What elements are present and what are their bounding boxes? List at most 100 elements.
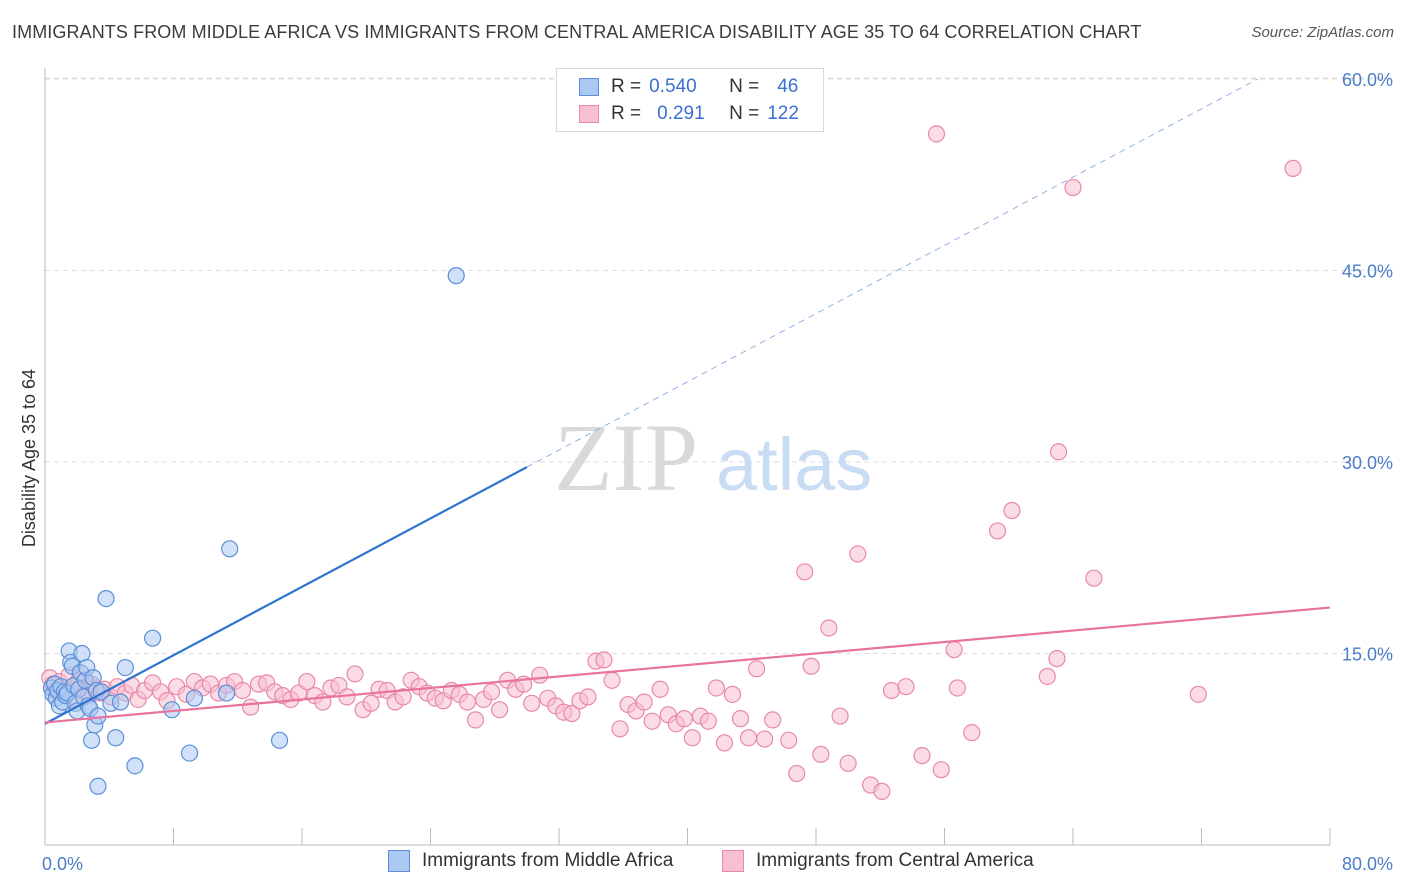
data-point — [126, 757, 144, 775]
data-point — [579, 688, 597, 706]
data-point — [913, 747, 931, 765]
y-tick-label: 15.0% — [1342, 645, 1393, 665]
data-point — [490, 701, 509, 719]
data-point — [802, 657, 820, 675]
data-point — [1085, 569, 1103, 587]
data-point — [346, 665, 364, 683]
y-axis-label: Disability Age 35 to 64 — [19, 369, 39, 547]
data-point — [362, 694, 380, 712]
data-point — [1048, 650, 1066, 668]
series-middle-africa — [42, 267, 465, 795]
data-point — [82, 731, 101, 749]
data-point — [107, 729, 125, 747]
data-point — [242, 698, 260, 716]
pink-swatch — [579, 105, 599, 123]
data-point — [699, 712, 717, 730]
data-point — [723, 685, 742, 703]
data-point — [270, 731, 289, 749]
data-point — [116, 658, 134, 677]
data-point — [963, 724, 981, 742]
legend-row-blue: R = 0.540 N = 46 — [579, 74, 798, 100]
data-point — [185, 689, 203, 707]
pink-swatch — [722, 850, 744, 872]
data-point — [764, 711, 782, 729]
data-point — [89, 777, 107, 795]
data-point — [563, 704, 581, 723]
chart-title: IMMIGRANTS FROM MIDDLE AFRICA VS IMMIGRA… — [12, 22, 1142, 42]
watermark: ZIP atlas — [554, 404, 872, 511]
data-point — [217, 684, 236, 702]
data-point — [849, 545, 867, 563]
data-point — [458, 693, 477, 711]
data-point — [739, 729, 758, 747]
data-point — [603, 671, 621, 689]
data-point — [873, 782, 891, 800]
correlation-legend: R = 0.540 N = 46 R = 0.291 N = 122 — [556, 68, 824, 132]
data-point — [651, 680, 669, 698]
data-point — [595, 651, 613, 669]
data-point — [611, 720, 629, 738]
data-point — [831, 707, 849, 725]
data-point — [707, 679, 726, 697]
data-point — [447, 267, 465, 285]
data-point — [731, 710, 750, 728]
y-tick-label: 60.0% — [1342, 70, 1393, 90]
legend-row-pink: R = 0.291 N = 122 — [579, 101, 799, 127]
data-point — [948, 679, 966, 697]
legend-n-label: N = — [729, 76, 760, 97]
data-point — [1049, 443, 1068, 461]
blue-swatch — [388, 850, 410, 872]
data-point — [221, 540, 239, 558]
data-point — [531, 666, 549, 684]
data-point — [796, 563, 814, 581]
data-point — [643, 712, 661, 730]
data-point — [897, 678, 915, 696]
legend-n-label: N = — [729, 103, 760, 124]
trend-line-pink — [44, 606, 1331, 724]
data-point — [97, 590, 115, 608]
data-point — [89, 707, 107, 725]
bottom-legend-blue-label: Immigrants from Middle Africa — [422, 850, 674, 871]
legend-r-value-blue: 0.540 — [649, 76, 697, 97]
watermark-zip: ZIP — [554, 404, 698, 511]
data-point — [1064, 178, 1082, 197]
x-tick-label: 0.0% — [42, 854, 83, 874]
legend-r-label: R = — [611, 76, 642, 97]
data-point — [780, 731, 798, 749]
data-point — [715, 734, 734, 752]
trend-line-blue-extension — [526, 78, 1258, 468]
data-point — [788, 764, 806, 783]
data-point — [466, 711, 485, 729]
data-point — [927, 125, 946, 143]
data-point — [233, 681, 252, 700]
gridlines — [45, 77, 1395, 654]
data-point — [932, 761, 950, 779]
trend-line-blue — [44, 466, 528, 725]
axes — [44, 68, 1331, 846]
bottom-legend-pink: Immigrants from Central America — [722, 850, 1034, 872]
data-point — [755, 730, 774, 748]
data-point — [882, 681, 901, 700]
trend-lines — [44, 78, 1331, 725]
data-point — [144, 629, 162, 647]
data-point — [820, 619, 838, 637]
data-point — [1284, 159, 1302, 177]
y-tick-label: 45.0% — [1342, 262, 1393, 282]
watermark-atlas: atlas — [716, 423, 872, 506]
data-point — [812, 745, 830, 763]
data-point — [1038, 667, 1056, 686]
data-point — [298, 672, 316, 691]
legend-n-value-blue: 46 — [777, 76, 799, 97]
legend-n-value-pink: 122 — [767, 103, 799, 124]
data-point — [839, 754, 857, 772]
bottom-legend-pink-label: Immigrants from Central America — [756, 850, 1034, 871]
data-point — [1189, 685, 1207, 703]
data-point — [988, 522, 1007, 540]
data-point — [747, 660, 766, 678]
data-point — [394, 688, 412, 706]
tick-labels: 15.0% 30.0% 45.0% 60.0% 0.0% 80.0% — [42, 70, 1393, 874]
data-point — [482, 683, 501, 701]
data-point — [523, 694, 541, 712]
y-tick-label: 30.0% — [1342, 453, 1393, 473]
